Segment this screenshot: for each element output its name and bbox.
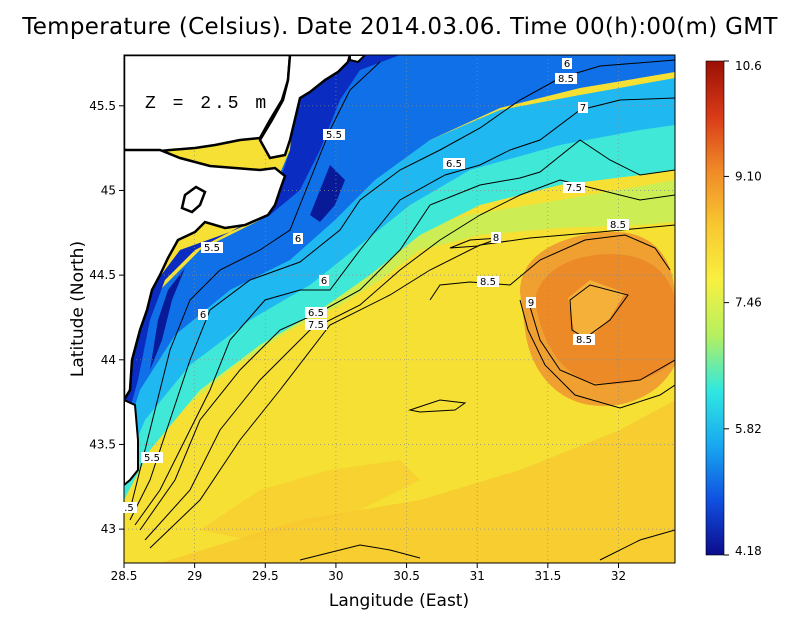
contour-islet: [408, 399, 467, 413]
contour-label-bg: [141, 452, 163, 463]
contour-label: 8.5: [558, 74, 574, 85]
y-tick-label: 45.5: [89, 99, 116, 113]
contour-label: 6.5: [308, 308, 324, 319]
y-tick-label: 45: [101, 183, 116, 197]
contour-lines: [129, 59, 675, 561]
contour-labels: 68.576.57.55.58.585.568.5966.57.58.55.56…: [121, 58, 629, 514]
y-tick-label: 43: [101, 522, 116, 536]
contour-label-bg: [443, 158, 465, 169]
x-tick-label: 31.5: [534, 569, 561, 583]
contour-7: [139, 139, 675, 531]
colorbar-ticks: 10.6 9.10 7.46 5.82 4.18: [724, 59, 762, 558]
contour-label-bg: [201, 242, 223, 253]
contour-label-bg: [491, 232, 501, 243]
contour-label: 8.5: [576, 335, 592, 346]
chart-title: Temperature (Celsius). Date 2014.03.06. …: [22, 14, 778, 40]
contour-label-bg: [293, 233, 303, 244]
contour-label: 5.5: [204, 243, 220, 254]
contour-label: 8.5: [610, 220, 626, 231]
contour-8-5-inner: [569, 284, 629, 339]
x-tick-label: 29.5: [252, 569, 279, 583]
contour-label-bg: [562, 58, 572, 69]
contour-label: 6.5: [446, 159, 462, 170]
land-north-strip: [349, 55, 367, 64]
contour-label: 5.5: [326, 130, 342, 141]
warm-patch-south: [160, 400, 675, 563]
contour-label-bg: [555, 73, 577, 84]
contour-label: 5.5: [144, 453, 160, 464]
contour-label-bg: [121, 502, 137, 513]
contour-label: 9: [528, 298, 534, 309]
contour-label-bg: [198, 309, 208, 320]
x-tick-label: 30: [328, 569, 343, 583]
x-tick-label: 30.5: [393, 569, 420, 583]
contour-south-edge-2: [599, 529, 675, 561]
deep-blue-core: [150, 268, 185, 370]
contour-label-bg: [477, 276, 499, 287]
contour-8: [149, 224, 675, 549]
colorbar-tick-label: 9.10: [735, 169, 762, 183]
x-tick-label: 29: [187, 569, 202, 583]
warm-patch-south-2: [200, 460, 420, 540]
contour-7-5: [144, 179, 675, 541]
lightblue-band: [124, 78, 675, 470]
contour-label-bg: [607, 219, 629, 230]
y-axis-ticks: 43 43.5 44 44.5 45 45.5: [89, 99, 124, 536]
y-tick-label: 44.5: [89, 268, 116, 282]
front-band: [124, 180, 675, 563]
contour-label-bg: [305, 319, 327, 330]
colorbar-tick-label: 10.6: [735, 59, 762, 73]
contour-label-bg: [305, 307, 327, 318]
contour-label: 6: [564, 59, 570, 70]
contour-8-5: [429, 234, 671, 301]
land-south: [124, 398, 139, 487]
contour-label: 7.5: [566, 183, 582, 194]
contour-6: [129, 59, 675, 521]
contour-label-bg: [563, 182, 585, 193]
contour-label: 6: [321, 276, 327, 287]
colorbar: [705, 60, 725, 556]
colorbar-tick-label: 7.46: [735, 296, 762, 310]
contour-label-bg: [526, 297, 536, 308]
warm-eddy-inner: [568, 280, 625, 338]
land-lagoon-bay: [180, 185, 207, 214]
depth-label: Z = 2.5 m: [145, 94, 269, 114]
contour-label: 8.5: [480, 277, 496, 288]
x-tick-label: 32: [611, 569, 626, 583]
colorbar-tick-label: 5.82: [735, 422, 762, 436]
colorbar-tick-label: 4.18: [735, 544, 762, 558]
contour-label: .5: [124, 503, 134, 514]
contour-label: 7.5: [308, 320, 324, 331]
contour-9: [527, 299, 675, 386]
land-coast: [124, 148, 287, 403]
x-tick-label: 31: [470, 569, 485, 583]
x-tick-label: 28.5: [111, 569, 138, 583]
contour-label: 6: [200, 310, 206, 321]
land-ne-coast: [258, 55, 352, 160]
contour-6-5: [134, 97, 675, 526]
y-tick-label: 43.5: [89, 437, 116, 451]
x-axis-label: Langitude (East): [329, 591, 469, 611]
contour-label: 8: [493, 233, 499, 244]
contour-label-bg: [319, 275, 329, 286]
plot-frame: [123, 54, 676, 564]
contour-south-edge: [299, 544, 421, 561]
blue-band: [124, 55, 675, 440]
contour-label-bg: [323, 129, 345, 140]
map-plot-area: [124, 55, 675, 563]
x-axis-ticks: 28.5 29 29.5 30 30.5 31 31.5 32: [111, 563, 626, 583]
y-tick-label: 44: [101, 353, 116, 367]
contour-label: 6: [295, 234, 301, 245]
y-axis-label: Latitude (North): [68, 241, 88, 377]
contour-label-bg: [573, 334, 595, 345]
contour-label-bg: [578, 102, 588, 113]
contour-label: 7: [580, 103, 586, 114]
contour-8-5-south: [519, 299, 675, 409]
